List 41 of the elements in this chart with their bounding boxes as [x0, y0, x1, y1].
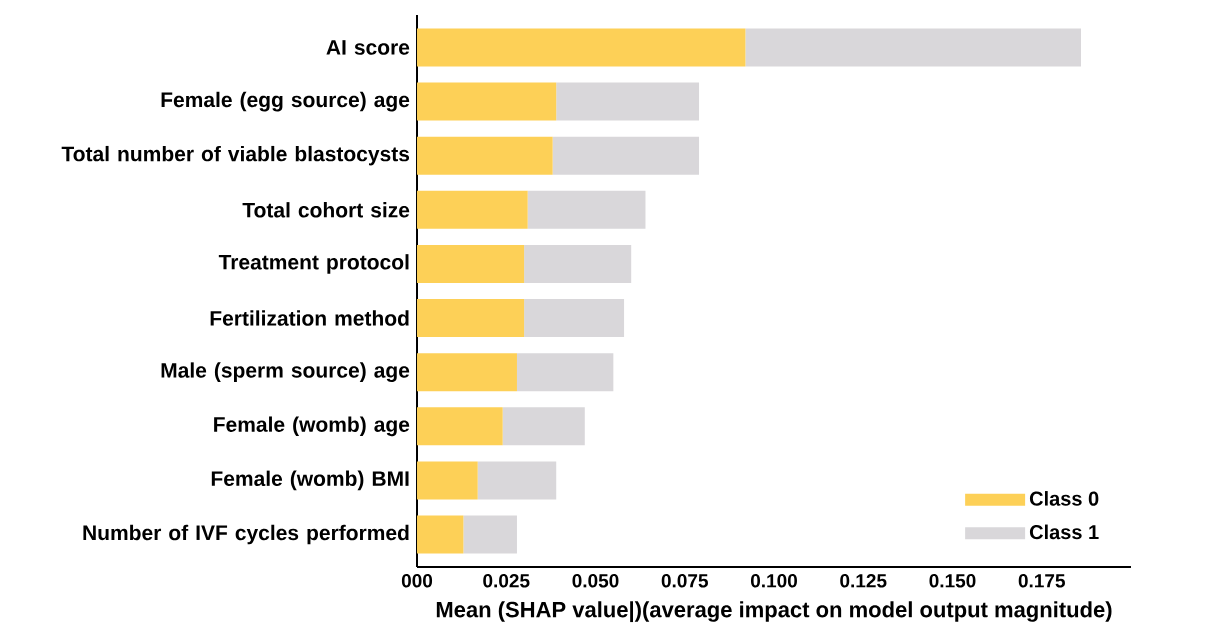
bar: [417, 28, 746, 67]
legend-label: Class 0: [1029, 491, 1099, 506]
y-tick-label: Female (womb) age: [214, 416, 410, 437]
y-tick-label: Male (sperm source) age: [161, 362, 410, 383]
y-tick-label: AI score: [326, 40, 410, 55]
y-tick-label: Fertilization method: [210, 310, 409, 326]
bar: [524, 244, 632, 283]
y-tick-label: Female (egg source) age: [161, 91, 410, 112]
x-tick-label: 0.150: [929, 574, 976, 588]
x-tick-label: 000: [401, 574, 433, 588]
x-tick-label: 0.175: [1018, 574, 1065, 588]
x-tick-label: 0.125: [840, 574, 887, 588]
bar: [417, 136, 553, 175]
bar: [417, 82, 557, 121]
bar: [417, 244, 525, 283]
bar: [417, 190, 528, 229]
x-tick-label: 0.050: [572, 574, 619, 588]
bar: [556, 82, 700, 121]
bar: [463, 515, 517, 554]
bar: [516, 353, 614, 392]
bar: [745, 28, 1082, 67]
bar: [417, 299, 525, 338]
y-tick-label: Total number of viable blastocysts: [61, 145, 410, 166]
bar: [524, 299, 625, 338]
y-tick-label: Treatment protocol: [218, 254, 409, 274]
bar: [527, 190, 646, 229]
x-tick-label: 0.025: [483, 574, 530, 588]
y-tick-label: Female (womb) BMI: [211, 470, 409, 491]
bar: [417, 515, 464, 554]
bar: [477, 461, 557, 500]
bar: [417, 407, 503, 446]
x-tick-label: 0.100: [750, 574, 797, 588]
x-tick-label: 0.075: [661, 574, 708, 588]
y-tick-label: Total cohort size: [242, 202, 410, 218]
bar: [502, 407, 585, 446]
bar: [552, 136, 700, 175]
bar: [417, 353, 517, 392]
bar: [417, 461, 478, 500]
legend-label: Class 1: [1029, 524, 1099, 540]
x-axis-title: Mean (SHAP value|)(average impact on model output magnitude): [436, 601, 1112, 623]
y-tick-label: Number of IVF cycles performed: [83, 524, 409, 545]
